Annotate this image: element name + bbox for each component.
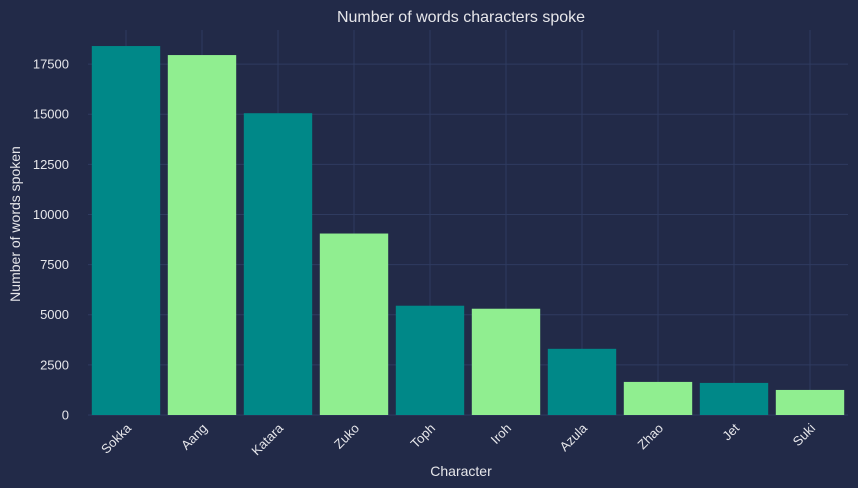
y-tick-label: 5000 — [40, 307, 69, 322]
bar-suki — [775, 389, 845, 415]
chart-title: Number of words characters spoke — [337, 9, 585, 26]
bar-jet — [699, 382, 769, 415]
y-tick-label: 17500 — [33, 57, 69, 72]
x-axis-label: Character — [430, 463, 492, 479]
bar-iroh — [471, 308, 541, 415]
y-axis-ticks: 0 2500 5000 7500 10000 12500 15000 17500 — [33, 57, 69, 423]
y-tick-label: 15000 — [33, 107, 69, 122]
y-tick-label: 12500 — [33, 157, 69, 172]
y-tick-label: 10000 — [33, 207, 69, 222]
bar-zhao — [623, 381, 693, 415]
bar-toph — [395, 305, 465, 415]
y-tick-label: 0 — [62, 408, 69, 423]
bar-sokka — [91, 46, 161, 416]
bar-aang — [167, 55, 237, 416]
bar-katara — [243, 113, 313, 415]
bar-zuko — [319, 233, 389, 415]
y-axis-label: Number of words spoken — [7, 146, 23, 302]
bar-azula — [547, 348, 617, 415]
bars — [91, 46, 845, 416]
y-tick-label: 2500 — [40, 357, 69, 372]
y-tick-label: 7500 — [40, 257, 69, 272]
